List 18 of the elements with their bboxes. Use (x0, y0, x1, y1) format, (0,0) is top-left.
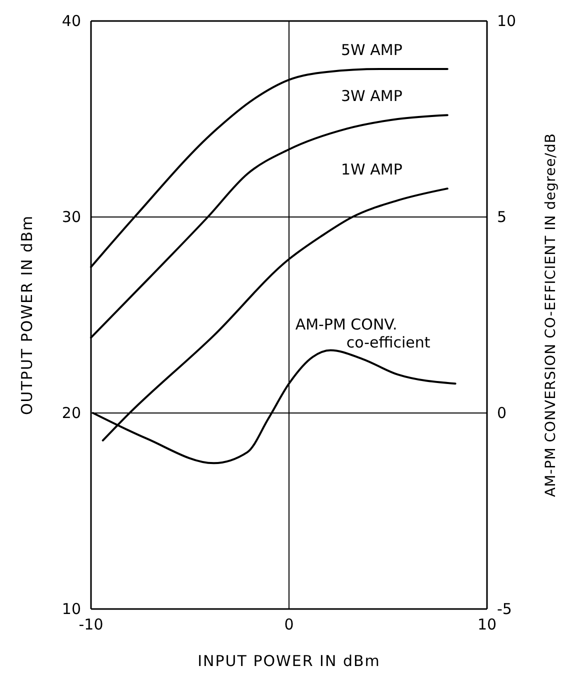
y2-tick-label: -5 (497, 600, 512, 618)
x-tick-label: 0 (284, 616, 294, 634)
y2-tick-label: 10 (497, 12, 516, 30)
y2-axis-title: AM-PM CONVERSION CO-EFFICIENT IN degree/dB (543, 133, 559, 497)
y-axis-title: OUTPUT POWER IN dBm (18, 214, 36, 416)
series-label: AM-PM CONV. co-efficient (295, 316, 430, 352)
series-label: 5W AMP (340, 41, 402, 60)
y-tick-label: 30 (62, 208, 81, 226)
x-tick-label: -10 (78, 616, 104, 634)
y2-tick-label: 0 (497, 404, 507, 422)
series-label: 3W AMP (340, 87, 402, 106)
x-tick-label: 10 (477, 616, 497, 634)
series-label: 1W AMP (340, 160, 402, 179)
y-tick-label: 20 (62, 404, 81, 422)
x-axis-title: INPUT POWER IN dBm (198, 652, 380, 670)
y2-tick-label: 5 (497, 208, 507, 226)
y-tick-label: 40 (62, 12, 81, 30)
y-tick-label: 10 (62, 600, 81, 618)
